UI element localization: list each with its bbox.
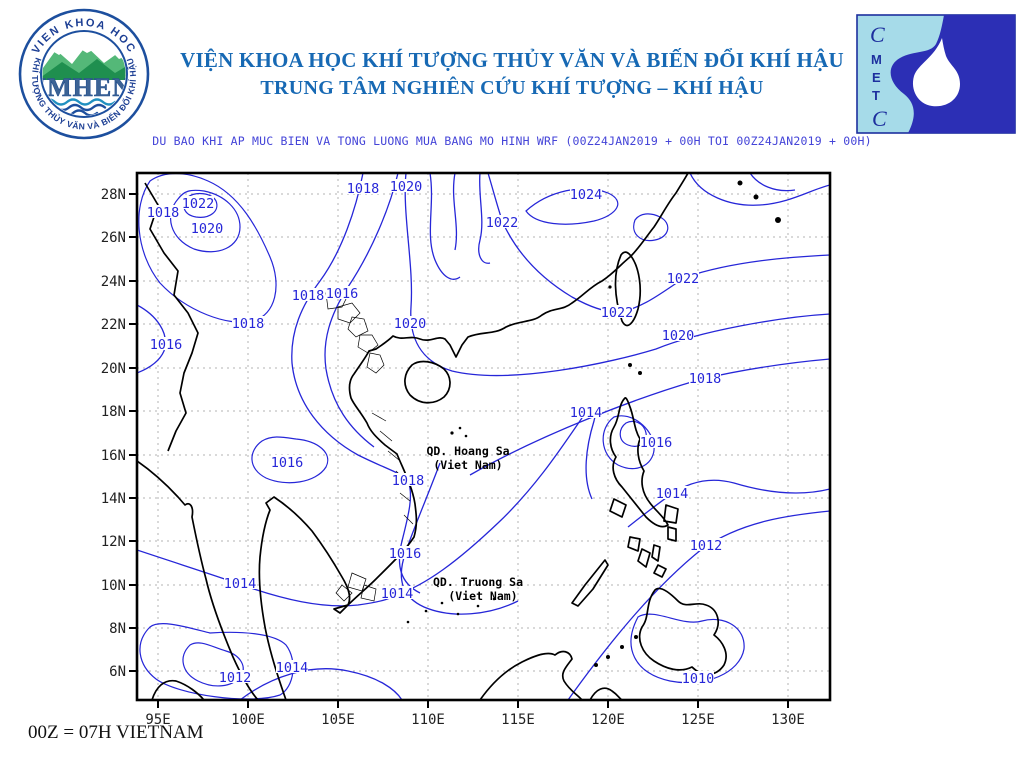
svg-text:100E: 100E [231,712,265,728]
svg-text:1020: 1020 [662,328,695,344]
axis-ticks [129,193,789,708]
imhen-acronym: IMHEN [36,73,132,102]
svg-text:6N: 6N [109,664,126,680]
svg-text:130E: 130E [771,712,805,728]
svg-text:1018: 1018 [392,473,425,489]
svg-text:1018: 1018 [292,288,325,304]
svg-text:1024: 1024 [570,187,603,203]
svg-text:1016: 1016 [271,455,304,471]
svg-text:(Viet Nam): (Viet Nam) [448,589,517,603]
svg-text:1020: 1020 [394,316,427,332]
svg-text:1022: 1022 [182,196,215,212]
svg-text:1022: 1022 [601,305,634,321]
svg-text:C: C [870,22,885,47]
svg-text:T: T [872,88,880,103]
svg-text:28N: 28N [101,187,126,203]
svg-text:1016: 1016 [389,546,422,562]
svg-text:1014: 1014 [224,576,257,592]
isobar-lines [137,173,830,700]
pressure-map: 1022 1020 1018 1018 1020 1022 1024 1022 … [90,165,850,735]
svg-text:M: M [871,52,882,67]
cmetc-swoosh-white [912,38,960,107]
svg-text:14N: 14N [101,491,126,507]
svg-text:1016: 1016 [640,435,673,451]
svg-text:1022: 1022 [486,215,519,231]
graticule [137,173,830,700]
latitude-axis: 28N 26N 24N 22N 20N 18N 16N 14N 12N 10N … [101,187,126,680]
svg-text:95E: 95E [145,712,170,728]
institute-name: VIỆN KHOA HỌC KHÍ TƯỢNG THỦY VĂN VÀ BIẾN… [180,48,844,72]
svg-text:1020: 1020 [191,221,224,237]
longitude-axis: 95E 100E 105E 110E 115E 120E 125E 130E [145,712,805,728]
svg-text:1022: 1022 [667,271,700,287]
imhen-snow-peaks [54,44,124,59]
svg-text:22N: 22N [101,317,126,333]
coastlines [137,173,781,700]
timezone-note: 00Z = 07H VIETNAM [28,722,204,743]
svg-text:20N: 20N [101,361,126,377]
svg-text:1012: 1012 [219,670,252,686]
svg-text:110E: 110E [411,712,445,728]
truong-sa-label: QD. Truong Sa [433,575,523,589]
svg-text:1010: 1010 [682,671,715,687]
svg-text:1016: 1016 [326,286,359,302]
svg-text:1012: 1012 [690,538,723,554]
small-islands [406,180,781,667]
svg-text:26N: 26N [101,230,126,246]
svg-text:1020: 1020 [390,179,423,195]
svg-text:125E: 125E [681,712,715,728]
cmetc-letters: C M E T C [870,22,887,131]
svg-text:18N: 18N [101,404,126,420]
svg-text:1014: 1014 [570,405,603,421]
hoang-sa-label: QD. Hoang Sa [426,444,509,458]
svg-text:12N: 12N [101,534,126,550]
svg-text:115E: 115E [501,712,535,728]
svg-text:C: C [872,106,887,131]
svg-text:1014: 1014 [656,486,689,502]
svg-text:24N: 24N [101,274,126,290]
svg-text:10N: 10N [101,578,126,594]
svg-text:1018: 1018 [232,316,265,332]
forecast-title: DU BAO KHI AP MUC BIEN VA TONG LUONG MUA… [152,134,872,148]
cmetc-logo: C M E T C [856,14,1016,134]
svg-text:120E: 120E [591,712,625,728]
svg-text:1014: 1014 [276,660,309,676]
center-name: TRUNG TÂM NGHIÊN CỨU KHÍ TƯỢNG – KHÍ HẬU [260,77,764,99]
svg-text:1014: 1014 [381,586,414,602]
isobar-labels: 1022 1020 1018 1018 1020 1022 1024 1022 … [147,179,723,687]
svg-text:(Viet Nam): (Viet Nam) [433,458,502,472]
map-frame [135,171,832,702]
svg-text:1016: 1016 [150,337,183,353]
imhen-logo: VIEN KHOA HOC KHÍ TƯỢNG THỦY VĂN VÀ BIẾN… [18,8,150,140]
svg-text:E: E [872,70,881,85]
svg-text:1018: 1018 [689,371,722,387]
imhen-mountains-front [42,59,126,80]
svg-text:16N: 16N [101,448,126,464]
place-labels: QD. Hoang Sa (Viet Nam) QD. Truong Sa (V… [426,444,523,603]
svg-text:1018: 1018 [347,181,380,197]
svg-text:8N: 8N [109,621,126,637]
svg-text:1018: 1018 [147,205,180,221]
svg-text:105E: 105E [321,712,355,728]
